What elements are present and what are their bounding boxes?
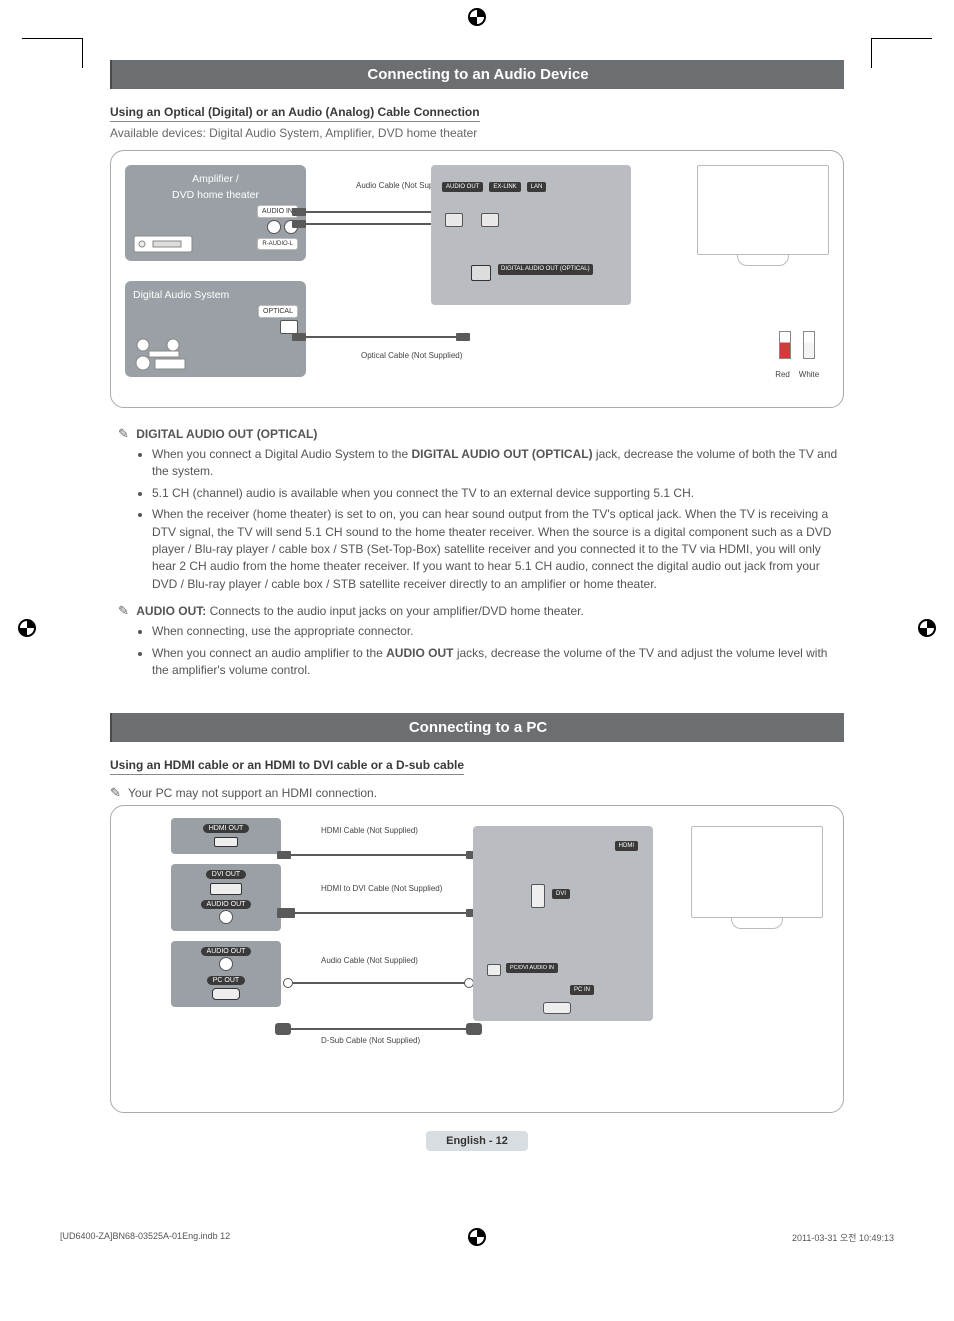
panel-digital-audio-out: DIGITAL AUDIO OUT (OPTICAL) (497, 263, 594, 276)
digital-audio-system-block: Digital Audio System OPTICAL (125, 281, 306, 377)
panel-lan: LAN (526, 181, 548, 193)
pc-hdmi-out-row: HDMI OUT (171, 818, 281, 854)
optical-jack-icon (471, 265, 491, 281)
note-audio-out: AUDIO OUT: Connects to the audio input j… (118, 603, 844, 619)
bullet-item: When you connect an audio amplifier to t… (152, 645, 844, 680)
footer-left-meta: [UD6400-ZA]BN68-03525A-01Eng.indb 12 (60, 1231, 230, 1244)
pc-out-row: AUDIO OUT PC OUT (171, 941, 281, 1007)
audio-cable-pc (291, 982, 466, 984)
sub-heading-pc: Using an HDMI cable or an HDMI to DVI ca… (110, 758, 464, 775)
hdmi-dvi-cable-label: HDMI to DVI Cable (Not Supplied) (321, 884, 442, 893)
panel-audio-out: AUDIO OUT (441, 181, 484, 193)
audio-system-icon (131, 335, 211, 371)
pc-out-label: PC OUT (207, 976, 245, 985)
dvd-player-icon (133, 235, 193, 253)
registration-mark-right (918, 619, 936, 637)
tv-front-icon (697, 165, 829, 255)
bullet-item: 5.1 CH (channel) audio is available when… (152, 485, 844, 502)
optical-cable (306, 336, 456, 338)
note-digital-audio-out: DIGITAL AUDIO OUT (OPTICAL) (118, 426, 844, 442)
pc-note-line: Your PC may not support an HDMI connecti… (110, 785, 844, 801)
crop-mark (22, 38, 82, 39)
pc-dvi-out-row: DVI OUT AUDIO OUT (171, 864, 281, 931)
note2-rest: Connects to the audio input jacks on you… (206, 604, 584, 618)
note2-lead: AUDIO OUT: (136, 604, 206, 618)
available-devices-line: Available devices: Digital Audio System,… (110, 126, 844, 140)
panel-ex-link: EX-LINK (488, 181, 521, 193)
audio-cable-pc-label: Audio Cable (Not Supplied) (321, 956, 418, 965)
sub-heading-audio: Using an Optical (Digital) or an Audio (… (110, 105, 480, 122)
note2-bullet-list: When connecting, use the appropriate con… (110, 623, 844, 679)
optical-cable-label: Optical Cable (Not Supplied) (361, 351, 462, 360)
tv-back-panel-pc: HDMI DVI PC/DVI AUDIO IN PC IN (473, 826, 653, 1021)
r-audio-l-label: R-AUDIO-L (257, 238, 298, 250)
hdmi-out-label: HDMI OUT (203, 824, 250, 833)
registration-mark-bottom (468, 1228, 486, 1246)
page-number-label: English - 12 (426, 1131, 528, 1151)
hdmi-dvi-cable (291, 912, 466, 914)
audio-connection-diagram: Amplifier / DVD home theater AUDIO IN R-… (110, 150, 844, 408)
bullet-item: When the receiver (home theater) is set … (152, 506, 844, 593)
tv-panel-dvi: DVI (551, 888, 571, 900)
optical-port-label: OPTICAL (258, 305, 298, 318)
note1-heading: DIGITAL AUDIO OUT (OPTICAL) (136, 427, 317, 441)
registration-mark-left (18, 619, 36, 637)
pc-note-text: Your PC may not support an HDMI connecti… (128, 786, 377, 800)
digital-audio-system-label: Digital Audio System (133, 289, 298, 301)
footer-right-meta: 2011-03-31 오전 10:49:13 (792, 1231, 894, 1244)
tv-back-panel: AUDIO OUT EX-LINK LAN DIGITAL AUDIO OUT … (431, 165, 631, 305)
audio-cable2 (306, 223, 431, 225)
note1-bullet-list: When you connect a Digital Audio System … (110, 446, 844, 593)
section-title-audio: Connecting to an Audio Device (110, 60, 844, 89)
crop-mark (82, 38, 83, 68)
tv-front-icon-pc (691, 826, 823, 918)
amplifier-label2: DVD home theater (133, 189, 298, 201)
tv-panel-pc-audio: PC/DVI AUDIO IN (505, 962, 559, 974)
audio-cable (306, 211, 431, 213)
audio-out-label2: AUDIO OUT (201, 947, 252, 956)
tv-panel-pc-in: PC IN (569, 984, 595, 996)
amplifier-block: Amplifier / DVD home theater AUDIO IN R-… (125, 165, 306, 261)
pc-connection-diagram: HDMI OUT DVI OUT AUDIO OUT AUDIO OUT PC … (110, 805, 844, 1113)
amplifier-label: Amplifier / (133, 173, 298, 185)
hdmi-cable-label: HDMI Cable (Not Supplied) (321, 826, 418, 835)
rca-red-label: Red (773, 370, 793, 379)
bullet-item: When you connect a Digital Audio System … (152, 446, 844, 481)
tv-panel-hdmi: HDMI (614, 840, 639, 852)
dvi-out-label: DVI OUT (206, 870, 246, 879)
pc-port-stack: HDMI OUT DVI OUT AUDIO OUT AUDIO OUT PC … (171, 818, 281, 1017)
audio-out-label: AUDIO OUT (201, 900, 252, 909)
hdmi-cable (291, 854, 466, 856)
bullet-item: When connecting, use the appropriate con… (152, 623, 844, 640)
rca-jacks: Red White (773, 331, 821, 382)
dsub-cable-label: D-Sub Cable (Not Supplied) (321, 1036, 420, 1045)
dsub-cable (291, 1028, 466, 1030)
rca-white-label: White (797, 370, 821, 379)
crop-mark (872, 38, 932, 39)
crop-mark (871, 38, 872, 68)
section-title-pc: Connecting to a PC (110, 713, 844, 742)
registration-mark-top (468, 8, 486, 26)
